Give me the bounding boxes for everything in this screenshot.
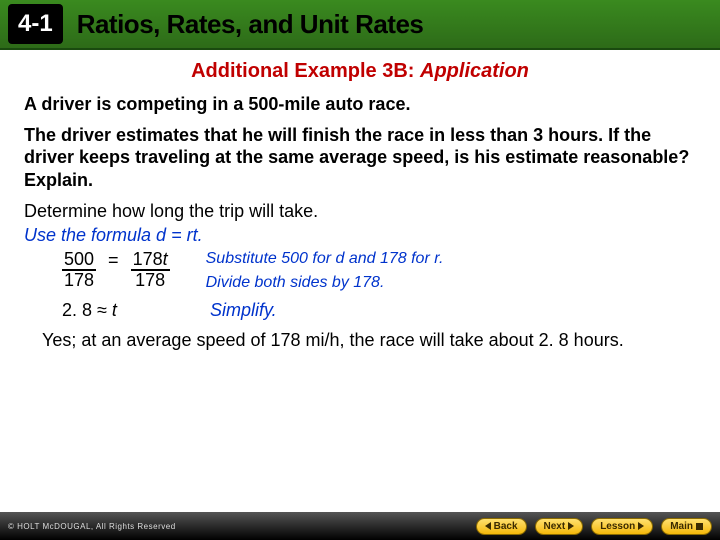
answer-text: Yes; at an average speed of 178 mi/h, th… [42,329,696,352]
back-button[interactable]: Back [476,518,527,535]
lesson-label: Lesson [600,521,635,532]
equation-comments: Substitute 500 for d and 178 for r. Divi… [206,250,444,292]
work-formula: Use the formula d = rt. [24,223,696,247]
simplify-row: 2. 8 ≈ t Simplify. [62,300,696,321]
comment-simplify: Simplify. [210,300,277,321]
lesson-button[interactable]: Lesson [591,518,653,535]
slide-title: Ratios, Rates, and Unit Rates [77,9,424,40]
fraction-left: 500 178 [62,250,96,292]
next-label: Next [544,521,566,532]
work-determine: Determine how long the trip will take. [24,199,696,223]
fraction-row: 500 178 = 178t 178 [62,250,170,292]
simplify-lhs: 2. 8 ≈ t [62,300,210,321]
problem-line-1: A driver is competing in a 500-mile auto… [24,93,696,116]
fraction-right: 178t 178 [131,250,170,292]
example-application: Application [420,60,529,82]
next-button[interactable]: Next [535,518,584,535]
chevron-left-icon [485,522,491,530]
comment-substitute: Substitute 500 for d and 178 for r. [206,250,444,268]
frac-right-num: 178t [131,250,170,272]
main-button[interactable]: Main [661,518,712,535]
slide-footer: © HOLT McDOUGAL, All Rights Reserved Bac… [0,512,720,540]
problem-line-2: The driver estimates that he will finish… [24,124,696,192]
square-icon [696,523,703,530]
main-label: Main [670,521,693,532]
equals-sign: = [108,250,119,271]
chevron-right-icon [638,522,644,530]
frac-left-den: 178 [62,271,96,291]
comment-divide: Divide both sides by 178. [206,274,444,292]
slide-content: Additional Example 3B: Application A dri… [0,50,720,352]
copyright-text: © HOLT McDOUGAL, All Rights Reserved [8,522,176,531]
frac-right-den: 178 [133,271,167,291]
chevron-right-icon [568,522,574,530]
example-heading: Additional Example 3B: Application [24,60,696,83]
back-label: Back [494,521,518,532]
example-prefix: Additional Example 3B: [191,60,420,82]
slide-header: 4-1 Ratios, Rates, and Unit Rates [0,0,720,50]
frac-left-num: 500 [62,250,96,272]
equation-block: 500 178 = 178t 178 Substitute 500 for d … [24,250,696,292]
section-number-badge: 4-1 [8,4,63,44]
